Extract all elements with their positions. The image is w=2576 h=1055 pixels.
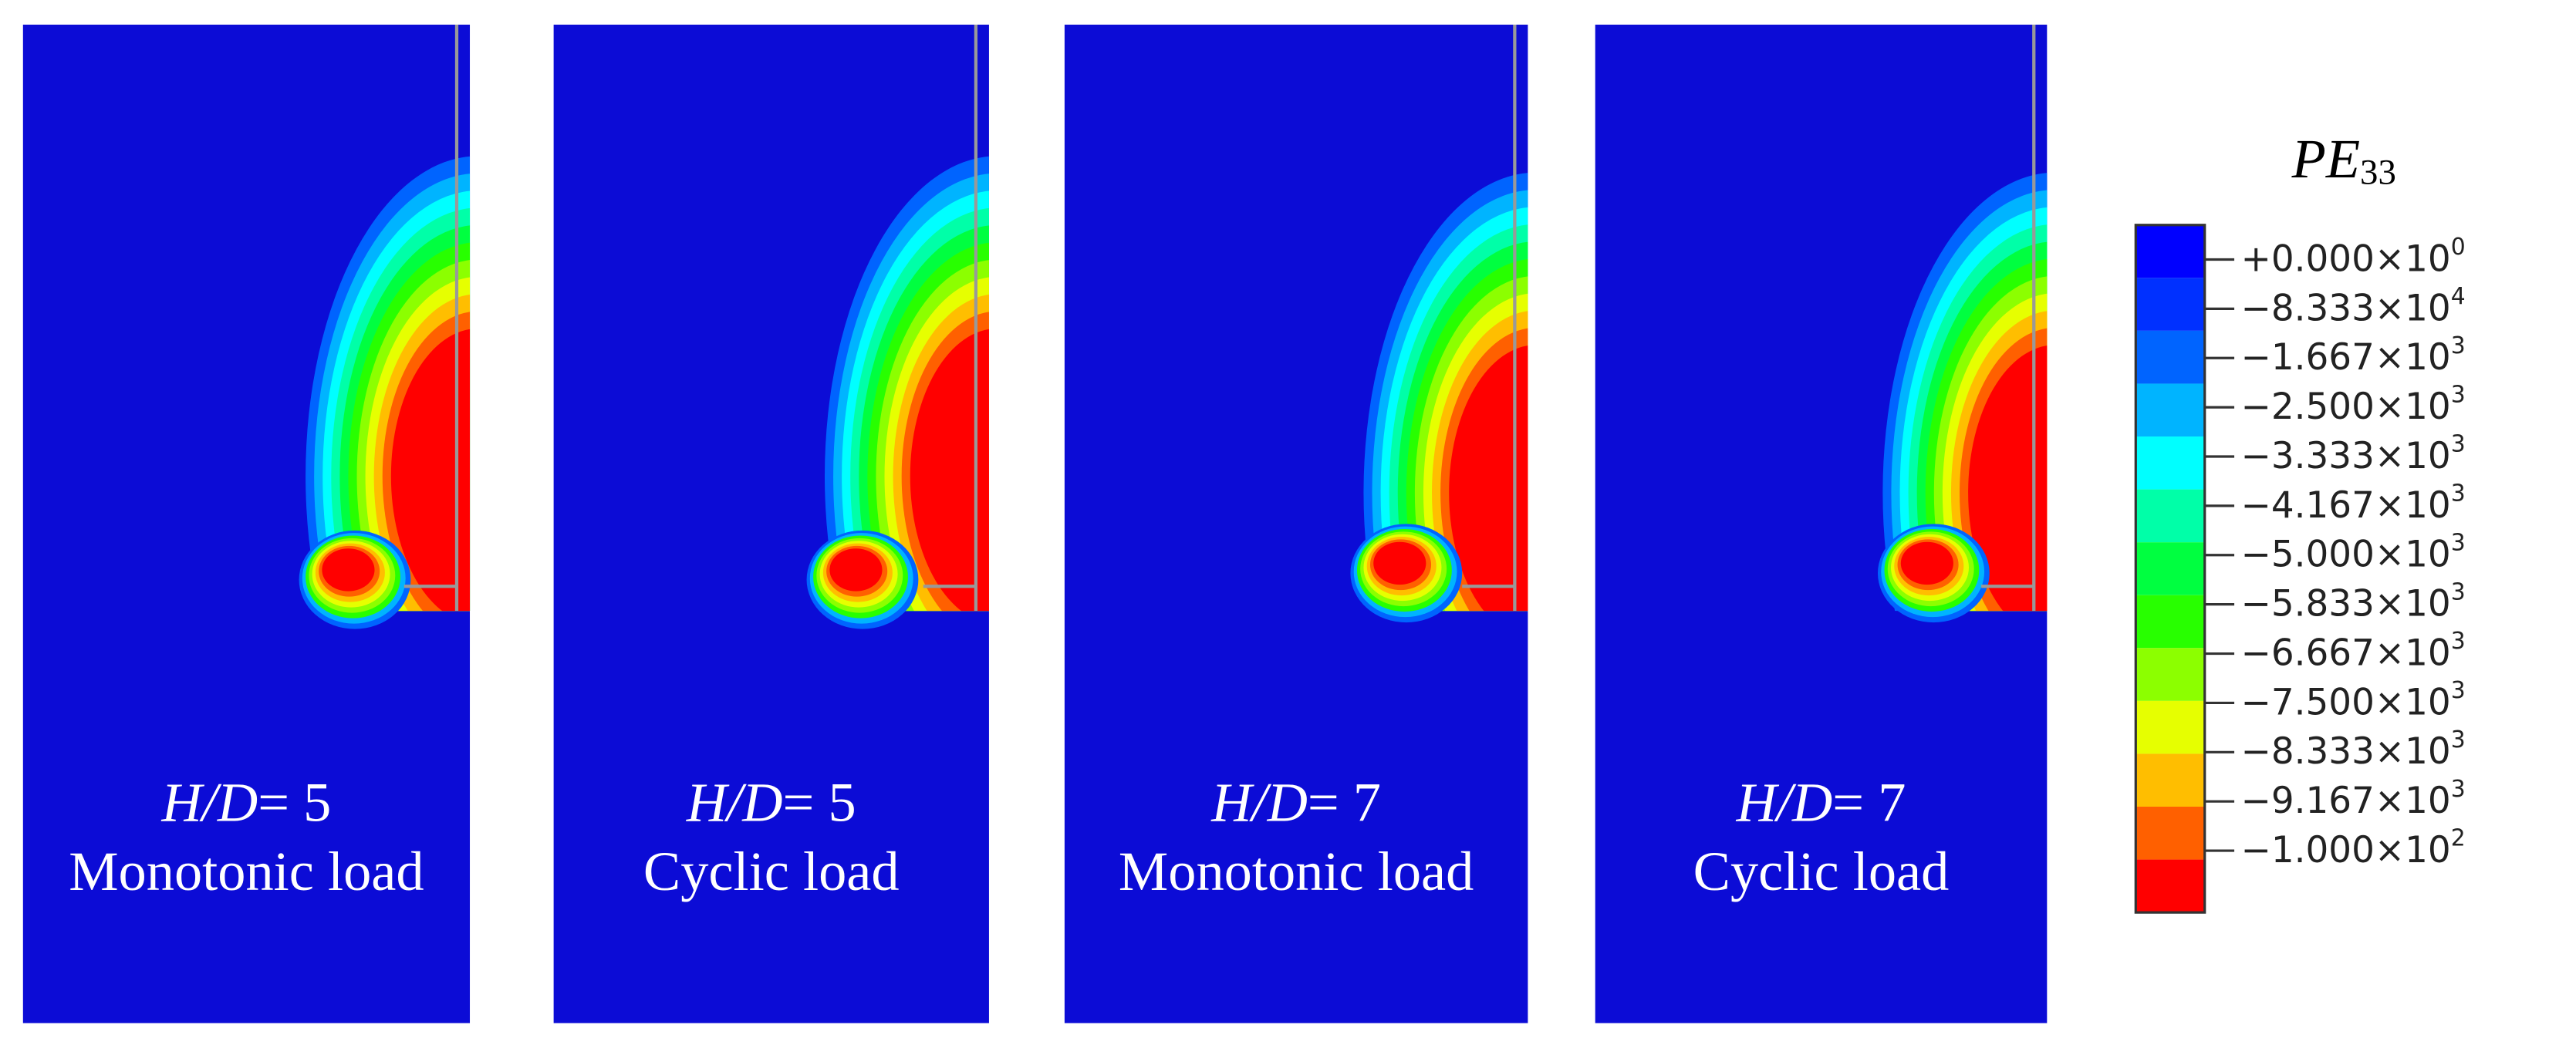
legend-exponent: 3	[2451, 332, 2466, 359]
legend-label: −1.667×103	[2241, 332, 2466, 379]
legend-mantissa: −8.333×10	[2241, 288, 2451, 329]
legend-exponent: 0	[2451, 234, 2466, 261]
legend-color	[2135, 807, 2205, 860]
legend-mantissa: −1.000×10	[2241, 830, 2451, 871]
legend-mantissa: −6.667×10	[2241, 632, 2451, 674]
legend-label: −1.000×102	[2241, 825, 2466, 871]
ratio-var: H/D	[161, 771, 258, 834]
legend-color	[2135, 753, 2205, 807]
legend-label: −6.667×103	[2241, 628, 2466, 674]
legend-exponent: 3	[2451, 776, 2466, 803]
legend-color	[2135, 648, 2205, 701]
legend-frame	[2134, 224, 2206, 914]
ratio-eq: = 5	[783, 771, 856, 834]
legend-title-main: PE	[2291, 127, 2360, 190]
legend-color	[2135, 436, 2205, 490]
ratio-eq: = 7	[1832, 771, 1906, 834]
legend-color	[2135, 595, 2205, 649]
legend-exponent: 3	[2451, 628, 2466, 655]
ratio-label: H/D= 5	[161, 771, 332, 834]
contour	[306, 156, 471, 612]
legend-exponent: 3	[2451, 431, 2466, 458]
legend-label: −3.333×103	[2241, 431, 2466, 477]
contour-band-small	[1900, 541, 1953, 585]
legend-exponent: 2	[2451, 825, 2466, 852]
ratio-label: H/D= 7	[1736, 771, 1906, 834]
legend-mantissa: −7.500×10	[2241, 682, 2451, 723]
load-label: Cyclic load	[1693, 840, 1950, 902]
legend-color	[2135, 542, 2205, 595]
legend-exponent: 3	[2451, 382, 2466, 409]
legend-label: −8.333×103	[2241, 726, 2466, 773]
legend-exponent: 3	[2451, 726, 2466, 753]
legend-color	[2135, 278, 2205, 331]
legend-mantissa: −5.000×10	[2241, 534, 2451, 576]
legend-label: −2.500×103	[2241, 382, 2466, 428]
legend-exponent: 3	[2451, 677, 2466, 704]
legend-mantissa: +0.000×10	[2241, 238, 2451, 280]
legend-exponent: 4	[2451, 283, 2466, 310]
contour-band-small	[1373, 541, 1426, 585]
legend-label: −5.000×103	[2241, 529, 2466, 575]
contour-band	[910, 329, 989, 612]
legend-mantissa: −9.167×10	[2241, 780, 2451, 822]
legend-mantissa: −5.833×10	[2241, 584, 2451, 625]
legend-color	[2135, 700, 2205, 754]
legend-exponent: 3	[2451, 529, 2466, 556]
legend-exponent: 3	[2451, 578, 2466, 605]
legend-title: PE33	[2291, 127, 2396, 193]
ratio-var: H/D	[686, 771, 783, 834]
ratio-var: H/D	[1210, 771, 1308, 834]
contour-band	[1968, 345, 2048, 612]
legend-mantissa: −2.500×10	[2241, 386, 2451, 428]
legend-mantissa: −1.667×10	[2241, 337, 2451, 379]
legend-color	[2135, 859, 2205, 913]
contour-band-small	[322, 548, 375, 592]
legend-label: −5.833×103	[2241, 578, 2466, 625]
load-label: Monotonic load	[69, 840, 424, 902]
contour-band	[1449, 345, 1528, 612]
load-label: Cyclic load	[643, 840, 900, 902]
ratio-eq: = 5	[258, 771, 331, 834]
legend-color	[2135, 224, 2205, 278]
ratio-eq: = 7	[1308, 771, 1381, 834]
legend-mantissa: −8.333×10	[2241, 731, 2451, 773]
load-label: Monotonic load	[1119, 840, 1474, 902]
contour	[1363, 173, 1528, 612]
ratio-var: H/D	[1736, 771, 1833, 834]
contour	[825, 156, 989, 612]
legend-label: +0.000×100	[2241, 234, 2466, 280]
contour-band	[390, 329, 471, 612]
legend-color	[2135, 383, 2205, 437]
legend-mantissa: −3.333×10	[2241, 436, 2451, 477]
legend-label: −9.167×103	[2241, 776, 2466, 822]
legend-label: −7.500×103	[2241, 677, 2466, 723]
legend-title-sub: 33	[2360, 153, 2396, 193]
legend-color	[2135, 489, 2205, 543]
ratio-label: H/D= 5	[686, 771, 856, 834]
legend-mantissa: −4.167×10	[2241, 485, 2451, 527]
contour	[1882, 173, 2048, 612]
legend: PE33 +0.000×100−8.333×104−1.667×103−2.50…	[2134, 127, 2466, 914]
ratio-label: H/D= 7	[1210, 771, 1381, 834]
legend-color	[2135, 330, 2205, 384]
legend-label: −4.167×103	[2241, 480, 2466, 527]
contour-band-small	[829, 548, 883, 592]
legend-exponent: 3	[2451, 480, 2466, 507]
legend-label: −8.333×104	[2241, 283, 2466, 329]
